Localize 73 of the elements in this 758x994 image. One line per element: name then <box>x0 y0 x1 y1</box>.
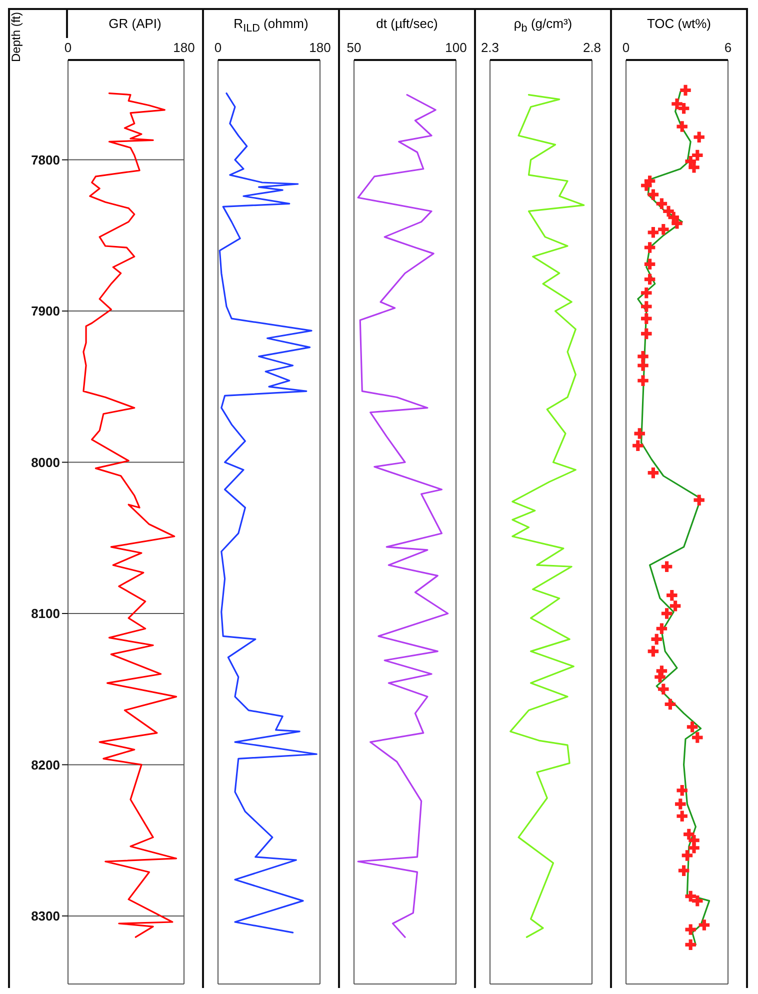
point <box>656 623 668 634</box>
point <box>698 920 710 930</box>
x-tick-label: 180 <box>173 40 195 55</box>
point <box>685 924 696 935</box>
point <box>644 258 656 270</box>
point <box>675 798 686 810</box>
point <box>688 162 700 173</box>
point <box>682 850 693 861</box>
point <box>664 698 676 710</box>
point <box>648 467 659 478</box>
point <box>632 440 644 451</box>
point <box>651 634 662 645</box>
point <box>678 865 690 876</box>
point <box>638 360 648 371</box>
point <box>641 328 652 340</box>
point <box>672 98 682 110</box>
point <box>676 121 688 132</box>
y-tick-label: 8200 <box>31 757 60 772</box>
y-tick-label: 8000 <box>31 454 60 470</box>
point <box>641 313 652 324</box>
point <box>692 732 703 743</box>
point <box>644 242 656 253</box>
y-tick-label: 7900 <box>31 304 60 319</box>
point <box>648 646 659 657</box>
x-tick-label: 0 <box>214 40 222 55</box>
point <box>648 189 659 200</box>
point <box>676 785 688 796</box>
x-tick-label: 0 <box>622 40 630 55</box>
point <box>648 227 659 238</box>
point <box>670 600 681 612</box>
point <box>661 561 672 572</box>
point <box>641 301 652 312</box>
y-tick-label: 8100 <box>31 606 60 622</box>
x-tick-label: 2.8 <box>582 40 602 55</box>
point <box>680 84 691 96</box>
point <box>658 224 669 235</box>
point <box>672 218 682 229</box>
point <box>678 103 690 114</box>
chart-title: TOC (wt%) <box>646 15 712 33</box>
x-tick-label: 6 <box>724 40 732 55</box>
x-tick-label: 100 <box>445 40 467 55</box>
x-tick-label: 180 <box>309 40 331 55</box>
point <box>686 722 698 732</box>
point <box>666 590 678 601</box>
point <box>694 494 704 506</box>
point <box>676 810 688 822</box>
point <box>658 684 669 694</box>
point <box>663 206 674 217</box>
chart-title: ρ$_{b}$ (g/cm³) <box>512 15 574 37</box>
x-tick-label: 50 <box>346 40 362 55</box>
point <box>638 375 648 386</box>
chart-title: GR (API) <box>108 15 162 33</box>
point <box>661 608 672 619</box>
point <box>692 895 703 906</box>
chart-title: R$_{ILD}$ (ohmm) <box>232 15 310 37</box>
point <box>684 828 694 840</box>
point <box>654 672 666 682</box>
point <box>688 842 700 854</box>
point <box>634 428 645 439</box>
x-tick-label: 0 <box>64 40 72 55</box>
point <box>694 132 704 142</box>
point <box>656 198 668 210</box>
point <box>641 288 652 298</box>
y-tick-label: 7800 <box>31 152 60 168</box>
point <box>692 150 703 161</box>
line-series <box>82 92 178 938</box>
point <box>685 890 696 902</box>
y-axis-title: Depth (ft) <box>9 12 24 62</box>
y-tick-label: 8300 <box>31 908 60 924</box>
point <box>685 939 696 950</box>
x-tick-label: 2.3 <box>480 40 500 55</box>
point <box>644 274 656 285</box>
chart-title: dt (µft/sec) <box>375 15 439 33</box>
